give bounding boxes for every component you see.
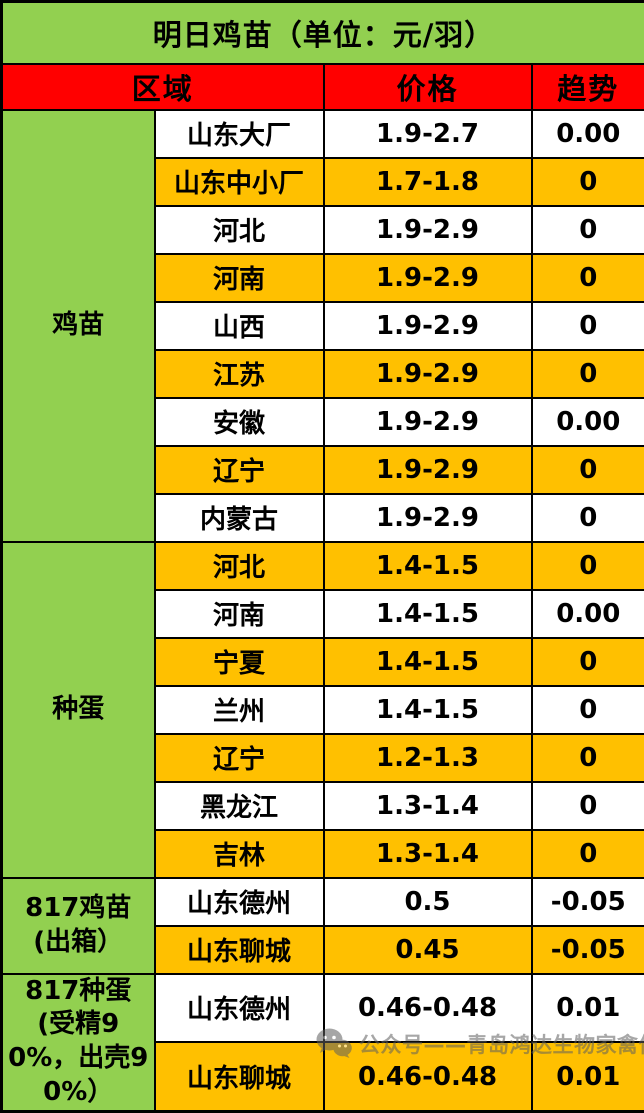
trend-cell: 0 [532,158,644,206]
trend-cell: 0.01 [532,974,644,1043]
area-cell: 辽宁 [155,734,324,782]
table-row: 种蛋 河北 1.4-1.5 0 [2,542,644,590]
price-cell: 1.4-1.5 [324,638,532,686]
trend-cell: -0.05 [532,878,644,926]
price-cell: 0.5 [324,878,532,926]
area-cell: 安徽 [155,398,324,446]
trend-cell: 0 [532,254,644,302]
category-cell-jimiao: 鸡苗 [2,110,155,542]
trend-cell: -0.05 [532,926,644,974]
area-cell: 山西 [155,302,324,350]
trend-cell: 0 [532,734,644,782]
trend-cell: 0 [532,638,644,686]
area-cell: 山东大厂 [155,110,324,158]
trend-cell: 0 [532,830,644,878]
price-cell: 0.45 [324,926,532,974]
trend-cell: 0 [532,686,644,734]
area-cell: 宁夏 [155,638,324,686]
price-cell: 1.4-1.5 [324,686,532,734]
price-cell: 1.9-2.9 [324,494,532,542]
price-cell: 0.46-0.48 [324,974,532,1043]
area-cell: 山东聊城 [155,926,324,974]
price-cell: 1.9-2.9 [324,206,532,254]
trend-cell: 0 [532,446,644,494]
trend-cell: 0 [532,206,644,254]
title-row: 明日鸡苗（单位：元/羽） [2,2,644,64]
area-cell: 山东德州 [155,878,324,926]
category-cell-817-zhongdan: 817种蛋(受精90%，出壳90%） [2,974,155,1112]
area-cell: 河北 [155,542,324,590]
trend-cell: 0.00 [532,590,644,638]
trend-cell: 0 [532,782,644,830]
column-header-region: 区域 [2,64,324,110]
category-cell-zhongdan: 种蛋 [2,542,155,878]
area-cell: 黑龙江 [155,782,324,830]
trend-cell: 0 [532,350,644,398]
price-cell: 1.7-1.8 [324,158,532,206]
area-cell: 辽宁 [155,446,324,494]
price-cell: 1.9-2.9 [324,398,532,446]
area-cell: 山东聊城 [155,1042,324,1111]
trend-cell: 0 [532,302,644,350]
page-title: 明日鸡苗（单位：元/羽） [2,2,644,64]
area-cell: 河北 [155,206,324,254]
price-cell: 1.3-1.4 [324,782,532,830]
area-cell: 河南 [155,254,324,302]
price-cell: 1.9-2.7 [324,110,532,158]
category-cell-817-jimiao: 817鸡苗(出箱） [2,878,155,974]
table-row: 817鸡苗(出箱） 山东德州 0.5 -0.05 [2,878,644,926]
trend-cell: 0 [532,542,644,590]
price-cell: 1.4-1.5 [324,542,532,590]
price-cell: 1.9-2.9 [324,254,532,302]
price-cell: 1.4-1.5 [324,590,532,638]
area-cell: 山东德州 [155,974,324,1043]
price-cell: 1.9-2.9 [324,302,532,350]
trend-cell: 0.00 [532,398,644,446]
area-cell: 山东中小厂 [155,158,324,206]
area-cell: 兰州 [155,686,324,734]
trend-cell: 0.00 [532,110,644,158]
area-cell: 河南 [155,590,324,638]
column-header-trend: 趋势 [532,64,644,110]
area-cell: 吉林 [155,830,324,878]
price-cell: 0.46-0.48 [324,1042,532,1111]
price-cell: 1.9-2.9 [324,350,532,398]
trend-cell: 0 [532,494,644,542]
table-row: 鸡苗 山东大厂 1.9-2.7 0.00 [2,110,644,158]
area-cell: 内蒙古 [155,494,324,542]
column-header-price: 价格 [324,64,532,110]
price-cell: 1.3-1.4 [324,830,532,878]
trend-cell: 0.01 [532,1042,644,1111]
column-header-row: 区域 价格 趋势 [2,64,644,110]
price-cell: 1.2-1.3 [324,734,532,782]
table-row: 817种蛋(受精90%，出壳90%） 山东德州 0.46-0.48 0.01 [2,974,644,1043]
price-cell: 1.9-2.9 [324,446,532,494]
area-cell: 江苏 [155,350,324,398]
